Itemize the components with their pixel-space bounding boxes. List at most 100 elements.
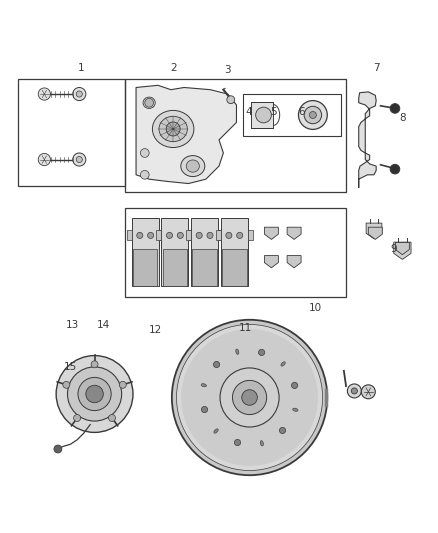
Polygon shape [136, 85, 237, 183]
Circle shape [76, 91, 82, 97]
Circle shape [258, 349, 265, 356]
Circle shape [234, 439, 240, 446]
Text: 6: 6 [298, 107, 304, 117]
Text: 9: 9 [390, 244, 397, 254]
Circle shape [237, 232, 243, 238]
Text: 3: 3 [224, 65, 231, 75]
Polygon shape [366, 223, 382, 239]
Bar [161, 219, 188, 286]
Circle shape [166, 232, 173, 238]
Circle shape [86, 385, 103, 403]
Polygon shape [359, 92, 376, 188]
Circle shape [207, 232, 213, 238]
Circle shape [73, 87, 86, 101]
Bar [216, 230, 221, 240]
Circle shape [91, 361, 98, 368]
Bar [222, 249, 247, 286]
Circle shape [390, 103, 400, 113]
Circle shape [196, 232, 202, 238]
Bar [248, 230, 253, 240]
Ellipse shape [159, 116, 187, 142]
Polygon shape [265, 227, 279, 239]
Bar [156, 230, 161, 240]
Circle shape [226, 232, 232, 238]
Ellipse shape [181, 156, 205, 176]
Circle shape [361, 385, 375, 399]
Text: 4: 4 [245, 107, 252, 117]
Circle shape [54, 445, 62, 453]
Circle shape [201, 407, 208, 413]
Circle shape [141, 149, 149, 157]
Circle shape [137, 232, 143, 238]
Circle shape [256, 107, 272, 123]
Polygon shape [287, 256, 301, 268]
Circle shape [304, 106, 321, 124]
Circle shape [74, 415, 81, 422]
Circle shape [119, 381, 126, 389]
Circle shape [242, 390, 258, 405]
Circle shape [145, 99, 153, 107]
Bar [188, 230, 193, 240]
Circle shape [227, 96, 235, 103]
Bar [18, 79, 125, 185]
Ellipse shape [214, 429, 218, 433]
Circle shape [390, 164, 400, 174]
Text: 10: 10 [308, 303, 321, 313]
Circle shape [181, 329, 318, 466]
Bar [159, 230, 164, 240]
Ellipse shape [143, 97, 155, 108]
Text: 1: 1 [78, 63, 85, 73]
Circle shape [233, 381, 267, 415]
Circle shape [177, 232, 184, 238]
Circle shape [309, 111, 316, 118]
Text: 7: 7 [373, 63, 379, 73]
Circle shape [141, 171, 149, 179]
Circle shape [292, 382, 298, 389]
Ellipse shape [236, 349, 239, 354]
Ellipse shape [293, 408, 298, 411]
Circle shape [76, 157, 82, 163]
Text: 14: 14 [97, 320, 110, 330]
Circle shape [279, 427, 286, 433]
Circle shape [172, 320, 327, 475]
Text: 8: 8 [399, 113, 406, 123]
Circle shape [38, 88, 50, 100]
Bar [125, 79, 346, 192]
Text: 2: 2 [170, 63, 177, 73]
Ellipse shape [201, 384, 206, 387]
Text: 5: 5 [270, 107, 277, 117]
Circle shape [78, 377, 111, 410]
Polygon shape [368, 227, 382, 239]
Circle shape [220, 368, 279, 427]
Ellipse shape [152, 110, 194, 148]
Text: 13: 13 [66, 320, 79, 330]
Circle shape [73, 153, 86, 166]
Circle shape [63, 381, 70, 389]
Ellipse shape [166, 122, 180, 136]
Circle shape [347, 384, 361, 398]
Bar [218, 230, 223, 240]
Ellipse shape [260, 441, 263, 446]
Bar [125, 207, 346, 297]
Bar [243, 94, 341, 135]
Polygon shape [287, 227, 301, 239]
Bar [127, 230, 132, 240]
Circle shape [213, 361, 220, 368]
Circle shape [56, 356, 133, 432]
Ellipse shape [186, 160, 199, 172]
Bar [162, 249, 187, 286]
Bar [191, 219, 218, 286]
Circle shape [177, 325, 323, 471]
Circle shape [298, 101, 327, 130]
Circle shape [148, 232, 154, 238]
Bar [133, 249, 157, 286]
Polygon shape [265, 256, 279, 268]
Bar [221, 219, 248, 286]
Polygon shape [396, 243, 410, 255]
Circle shape [38, 154, 50, 166]
Circle shape [67, 367, 122, 421]
Ellipse shape [281, 362, 285, 366]
Text: 15: 15 [64, 362, 77, 372]
Circle shape [109, 415, 116, 422]
Bar [132, 219, 159, 286]
